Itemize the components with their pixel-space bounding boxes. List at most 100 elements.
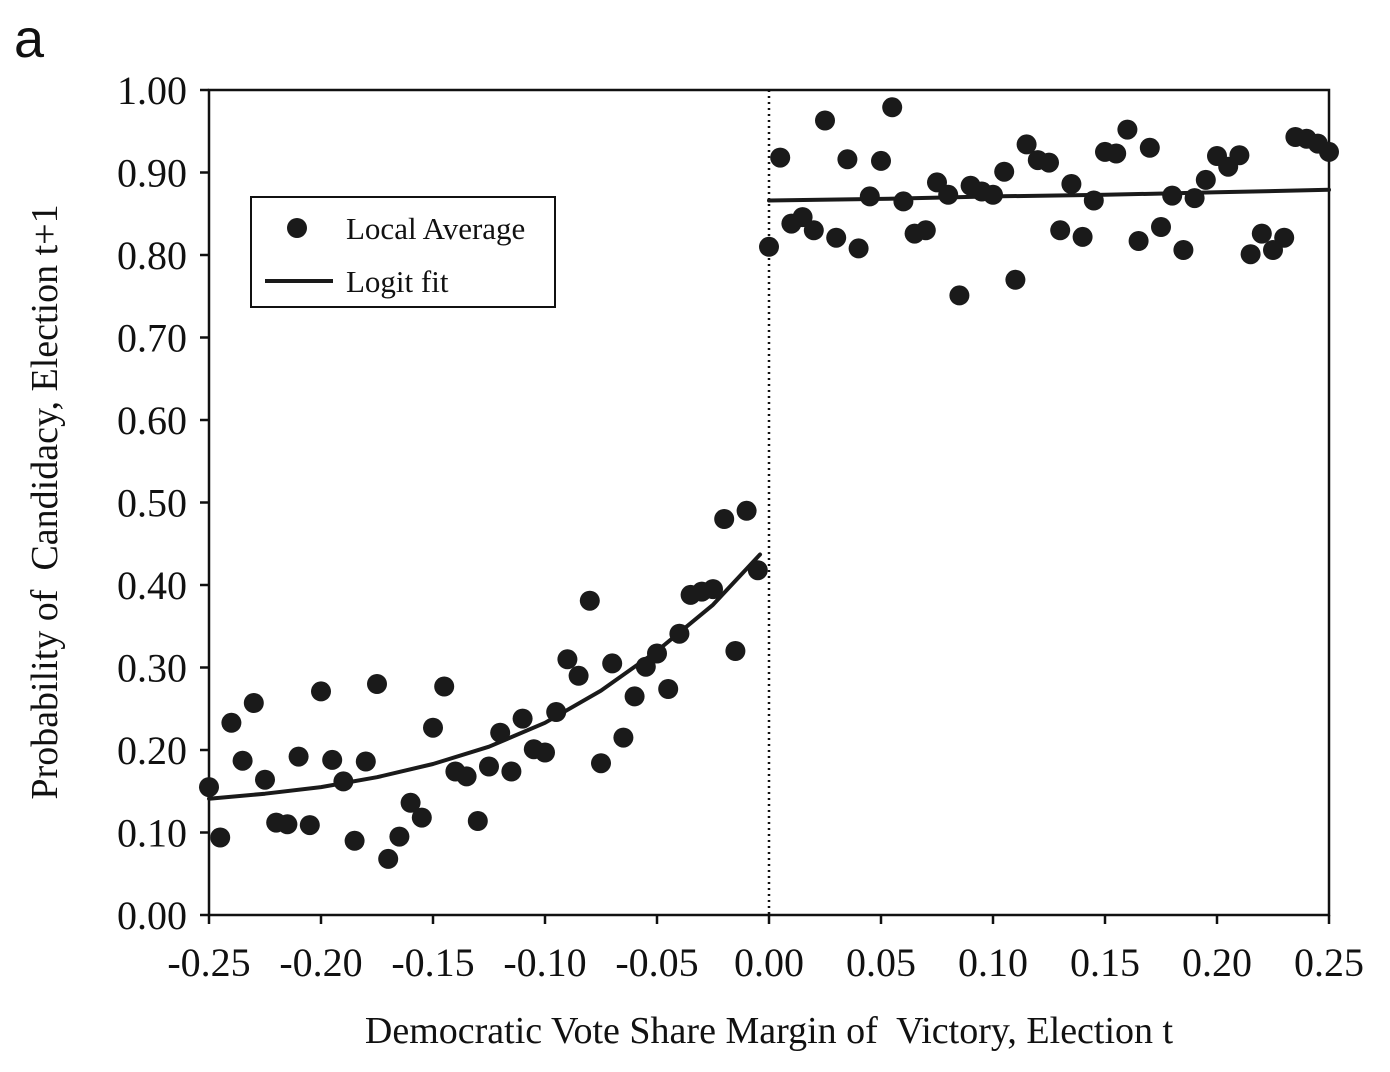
local-average-point bbox=[344, 830, 365, 851]
y-axis-title: Probability of Candidacy, Election t+1 bbox=[24, 204, 66, 799]
local-average-point bbox=[1251, 223, 1272, 244]
local-average-point bbox=[1083, 190, 1104, 211]
local-average-point bbox=[479, 756, 499, 777]
local-average-point bbox=[949, 285, 970, 306]
local-average-point bbox=[333, 771, 354, 792]
local-average-point bbox=[400, 792, 421, 813]
local-average-point bbox=[1184, 188, 1205, 209]
local-average-point bbox=[1106, 143, 1127, 164]
y-tick-label: 0.20 bbox=[117, 728, 187, 773]
local-average-point bbox=[467, 811, 488, 831]
local-average-point bbox=[389, 826, 410, 847]
x-tick-label: 0.00 bbox=[734, 940, 804, 985]
local-average-point bbox=[288, 746, 309, 767]
local-average-point bbox=[669, 623, 690, 644]
y-tick-label: 0.40 bbox=[117, 563, 187, 608]
legend-dot-marker bbox=[287, 218, 307, 238]
local-average-point bbox=[591, 753, 611, 774]
local-average-point bbox=[378, 848, 399, 869]
local-average-point bbox=[1151, 217, 1171, 237]
local-average-point bbox=[434, 676, 455, 697]
local-average-point bbox=[635, 656, 656, 677]
legend-label-local-average: Local Average bbox=[346, 211, 525, 246]
local-average-point bbox=[355, 751, 376, 772]
local-average-point bbox=[848, 238, 869, 259]
local-average-point bbox=[199, 777, 219, 798]
y-tick-label: 0.00 bbox=[117, 893, 187, 938]
local-average-point bbox=[826, 227, 847, 248]
local-average-point bbox=[411, 807, 432, 828]
y-tick-label: 0.30 bbox=[117, 646, 187, 691]
local-average-point bbox=[1229, 145, 1250, 166]
x-tick-label: 0.05 bbox=[846, 940, 916, 985]
local-average-point bbox=[1173, 240, 1194, 260]
local-average-point bbox=[1061, 174, 1082, 194]
local-average-point bbox=[535, 742, 555, 763]
local-average-point bbox=[815, 110, 835, 131]
y-tick-label: 0.80 bbox=[117, 233, 187, 278]
local-average-point bbox=[803, 220, 824, 241]
x-tick-label: 0.25 bbox=[1294, 940, 1364, 985]
legend: Local Average Logit fit bbox=[250, 196, 556, 308]
local-average-point bbox=[938, 184, 959, 205]
legend-label-logit-fit: Logit fit bbox=[346, 264, 449, 299]
local-average-point bbox=[243, 693, 264, 713]
x-tick-label: -0.20 bbox=[279, 940, 362, 985]
local-average-point bbox=[1162, 185, 1183, 206]
local-average-point bbox=[546, 702, 567, 722]
local-average-point bbox=[1128, 231, 1149, 251]
local-average-point bbox=[871, 150, 891, 171]
local-average-point bbox=[624, 686, 645, 707]
logit-fit-line bbox=[767, 187, 1331, 203]
x-tick-label: -0.10 bbox=[503, 940, 586, 985]
local-average-point bbox=[1117, 119, 1138, 140]
local-average-point bbox=[837, 149, 858, 170]
x-tick-label: -0.15 bbox=[391, 940, 474, 985]
axes: 0.00 0.10 0.20 0.30 0.40 0.50 0.60 0.70 0.80 0.90… bbox=[117, 68, 1364, 985]
y-tick-label: 1.00 bbox=[117, 68, 187, 113]
local-average-point bbox=[1319, 141, 1339, 162]
y-tick-label: 0.50 bbox=[117, 481, 187, 526]
local-average-point bbox=[994, 161, 1015, 182]
local-average-point bbox=[893, 191, 914, 212]
local-average-point bbox=[232, 750, 253, 771]
x-axis-title: Democratic Vote Share Margin of Victory,… bbox=[365, 1010, 1174, 1052]
panel-label: a bbox=[14, 9, 45, 69]
local-average-point bbox=[456, 766, 477, 787]
local-average-point bbox=[725, 641, 746, 661]
y-tick-label: 0.70 bbox=[117, 316, 187, 361]
local-average-point bbox=[859, 186, 880, 207]
local-average-point bbox=[1139, 137, 1160, 158]
local-average-point bbox=[1039, 152, 1059, 173]
local-average-point bbox=[613, 727, 634, 748]
y-tick-label: 0.90 bbox=[117, 151, 187, 196]
y-tick-label: 0.60 bbox=[117, 398, 187, 443]
local-average-point bbox=[792, 207, 813, 228]
local-average-point bbox=[501, 761, 522, 782]
local-average-point bbox=[221, 712, 242, 733]
local-average-point bbox=[602, 653, 623, 674]
local-average-point bbox=[736, 500, 757, 521]
x-tick-label: 0.20 bbox=[1182, 940, 1252, 985]
local-average-point bbox=[579, 590, 600, 611]
local-average-point bbox=[311, 681, 331, 702]
local-average-point bbox=[882, 97, 903, 118]
local-average-point bbox=[747, 560, 768, 581]
local-average-point bbox=[322, 749, 343, 770]
local-average-point bbox=[210, 827, 231, 848]
local-average-point bbox=[557, 649, 578, 670]
x-tick-label: 0.15 bbox=[1070, 940, 1140, 985]
local-average-point bbox=[568, 665, 589, 686]
local-average-point bbox=[277, 814, 298, 835]
x-tick-label: 0.10 bbox=[958, 940, 1028, 985]
local-average-point bbox=[1016, 134, 1037, 155]
local-average-point bbox=[759, 236, 779, 257]
local-average-point bbox=[647, 643, 667, 664]
local-average-point bbox=[1005, 269, 1026, 290]
local-average-point bbox=[658, 679, 679, 699]
local-average-point bbox=[490, 722, 511, 743]
x-tick-label: -0.25 bbox=[167, 940, 250, 985]
legend-box bbox=[250, 196, 556, 308]
